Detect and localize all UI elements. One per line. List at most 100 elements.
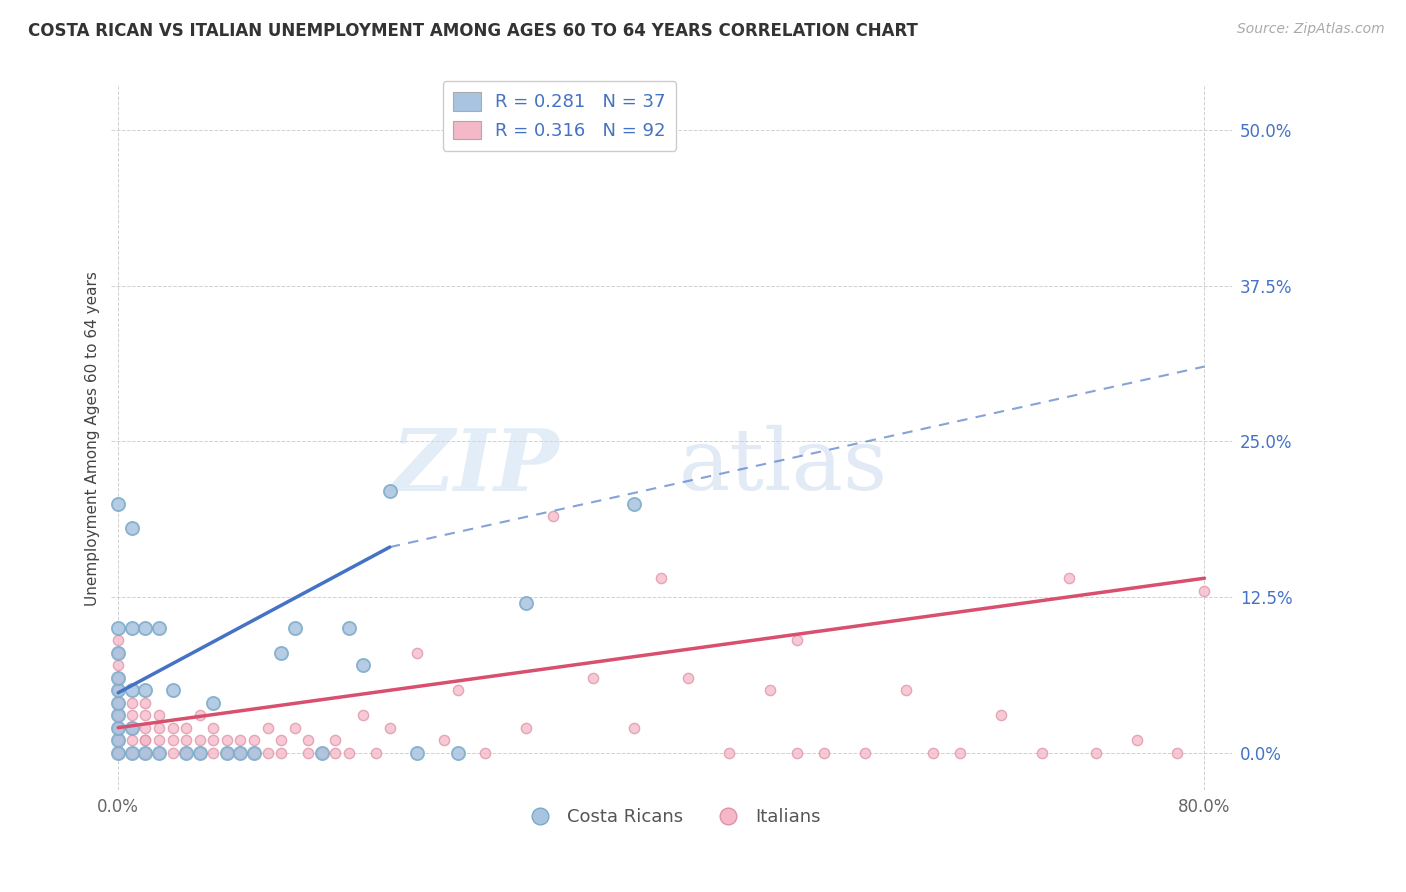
Point	[121, 708, 143, 723]
Point	[215, 746, 238, 760]
Text: COSTA RICAN VS ITALIAN UNEMPLOYMENT AMONG AGES 60 TO 64 YEARS CORRELATION CHART: COSTA RICAN VS ITALIAN UNEMPLOYMENT AMON…	[28, 22, 918, 40]
Point	[650, 571, 672, 585]
Point	[325, 733, 347, 747]
Point	[786, 746, 808, 760]
Point	[174, 733, 197, 747]
Point	[107, 746, 129, 760]
Point	[134, 746, 156, 760]
Point	[107, 658, 129, 673]
Point	[148, 621, 170, 635]
Point	[284, 721, 307, 735]
Point	[678, 671, 700, 685]
Point	[718, 746, 741, 760]
Point	[284, 621, 307, 635]
Point	[337, 746, 360, 760]
Point	[202, 696, 225, 710]
Point	[786, 633, 808, 648]
Point	[148, 746, 170, 760]
Point	[121, 721, 143, 735]
Point	[813, 746, 835, 760]
Point	[188, 733, 211, 747]
Point	[107, 683, 129, 698]
Point	[366, 746, 388, 760]
Point	[188, 746, 211, 760]
Point	[215, 733, 238, 747]
Point	[515, 596, 537, 610]
Point	[121, 733, 143, 747]
Point	[256, 721, 278, 735]
Point	[297, 746, 319, 760]
Point	[107, 621, 129, 635]
Point	[107, 696, 129, 710]
Point	[541, 508, 564, 523]
Point	[121, 696, 143, 710]
Point	[174, 721, 197, 735]
Point	[202, 746, 225, 760]
Point	[121, 746, 143, 760]
Point	[107, 746, 129, 760]
Point	[134, 708, 156, 723]
Point	[107, 708, 129, 723]
Point	[174, 746, 197, 760]
Point	[352, 658, 374, 673]
Point	[297, 733, 319, 747]
Point	[243, 733, 266, 747]
Point	[1194, 583, 1216, 598]
Point	[121, 721, 143, 735]
Point	[229, 733, 252, 747]
Point	[311, 746, 333, 760]
Point	[188, 746, 211, 760]
Point	[582, 671, 605, 685]
Point	[202, 721, 225, 735]
Point	[107, 671, 129, 685]
Point	[474, 746, 496, 760]
Point	[134, 746, 156, 760]
Point	[134, 733, 156, 747]
Point	[148, 708, 170, 723]
Point	[270, 746, 292, 760]
Point	[134, 683, 156, 698]
Point	[922, 746, 945, 760]
Point	[949, 746, 972, 760]
Point	[107, 746, 129, 760]
Text: atlas: atlas	[679, 425, 889, 508]
Point	[107, 696, 129, 710]
Point	[107, 721, 129, 735]
Point	[378, 484, 401, 499]
Point	[215, 746, 238, 760]
Point	[1125, 733, 1147, 747]
Point	[337, 621, 360, 635]
Point	[1084, 746, 1107, 760]
Point	[134, 721, 156, 735]
Point	[107, 496, 129, 510]
Point	[270, 733, 292, 747]
Y-axis label: Unemployment Among Ages 60 to 64 years: Unemployment Among Ages 60 to 64 years	[86, 270, 100, 606]
Point	[121, 521, 143, 535]
Point	[134, 733, 156, 747]
Legend: Costa Ricans, Italians: Costa Ricans, Italians	[515, 801, 828, 834]
Point	[107, 733, 129, 747]
Point	[515, 721, 537, 735]
Point	[229, 746, 252, 760]
Point	[229, 746, 252, 760]
Point	[107, 733, 129, 747]
Point	[447, 683, 470, 698]
Point	[162, 733, 184, 747]
Point	[243, 746, 266, 760]
Point	[325, 746, 347, 760]
Point	[1057, 571, 1080, 585]
Point	[107, 721, 129, 735]
Point	[121, 683, 143, 698]
Point	[107, 746, 129, 760]
Point	[990, 708, 1012, 723]
Point	[121, 746, 143, 760]
Point	[107, 633, 129, 648]
Point	[148, 746, 170, 760]
Point	[162, 746, 184, 760]
Point	[107, 746, 129, 760]
Point	[107, 746, 129, 760]
Point	[188, 708, 211, 723]
Point	[243, 746, 266, 760]
Point	[1166, 746, 1188, 760]
Point	[134, 696, 156, 710]
